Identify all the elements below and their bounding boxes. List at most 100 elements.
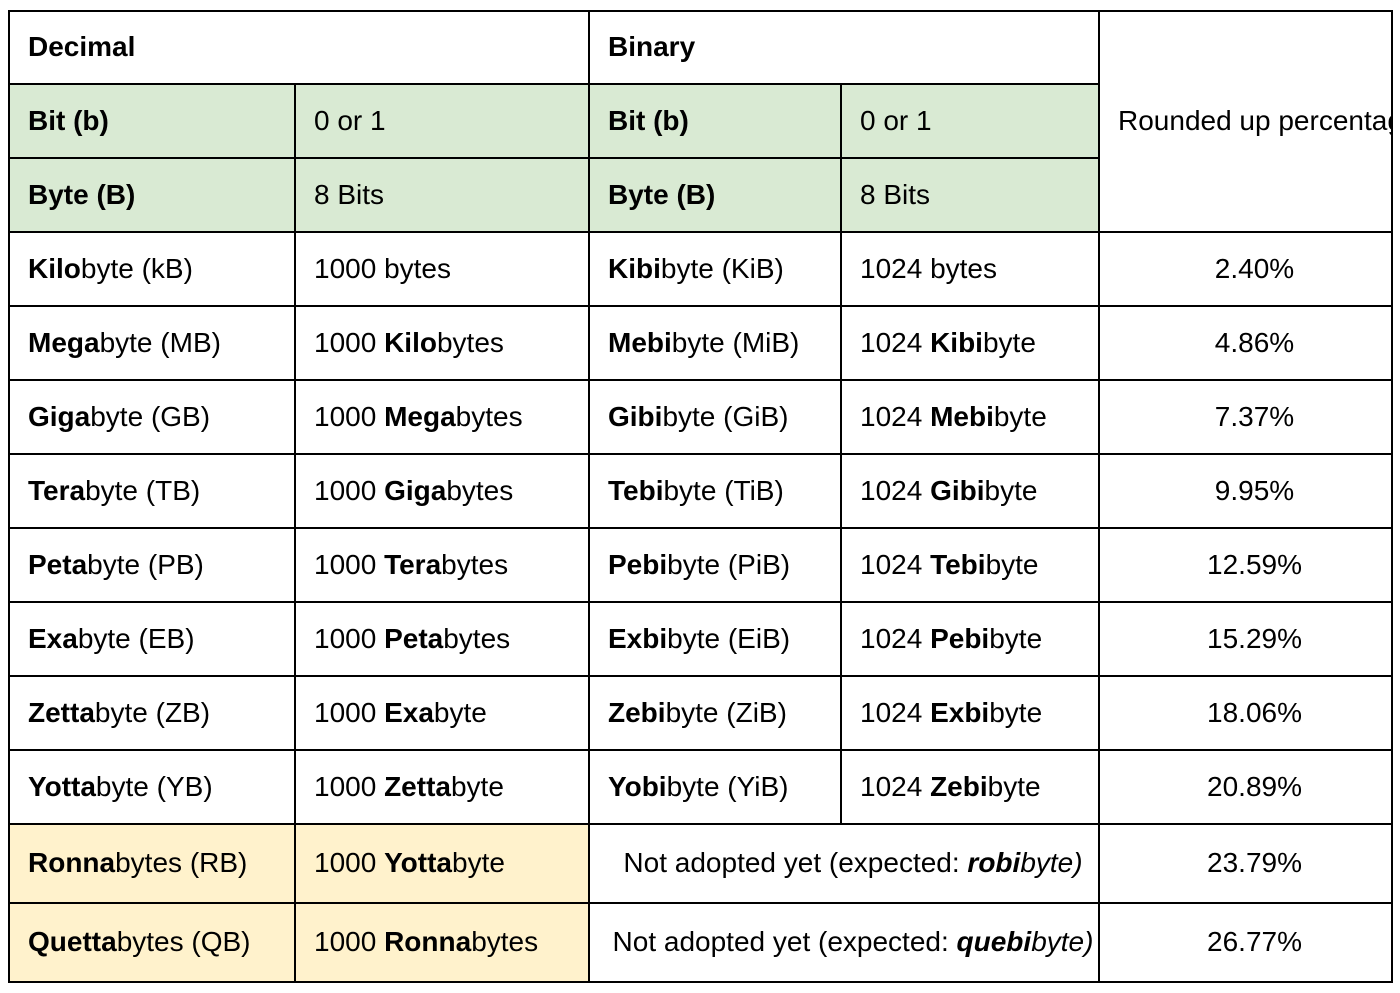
difference-percent: 26.77% bbox=[1098, 902, 1393, 983]
decimal-unit: Bit (b) bbox=[8, 83, 296, 159]
value-number: 1024 bbox=[860, 400, 931, 432]
unit-prefix: Kibi bbox=[608, 252, 661, 284]
unit-suffix: byte bbox=[80, 252, 134, 284]
unit-suffix: byte bbox=[90, 400, 144, 432]
value-number: 1024 bbox=[860, 326, 931, 358]
unit-prefix: Zebi bbox=[608, 696, 666, 728]
difference-percent: 20.89% bbox=[1098, 749, 1393, 825]
unit-abbreviation: (PB) bbox=[140, 548, 204, 580]
table-row: Ronnabytes (RB) 1000 Yottabyte Not adopted… bbox=[8, 823, 1393, 904]
difference-percent: 15.29% bbox=[1098, 601, 1393, 677]
value-suffix: byte bbox=[452, 847, 505, 879]
value-prefix: Kilo bbox=[384, 326, 437, 358]
value-suffix: bytes bbox=[441, 548, 509, 580]
value-prefix: Exa bbox=[384, 696, 434, 728]
value-suffix: bytes bbox=[471, 926, 539, 958]
unit-prefix: Ronna bbox=[28, 847, 116, 879]
value-number: 1024 bbox=[860, 474, 931, 506]
difference-percent: 7.37% bbox=[1098, 379, 1393, 455]
binary-value: 1024 Mebibyte bbox=[840, 379, 1100, 455]
table-row: Zettabyte (ZB) 1000 Exabyte Zebibyte (ZiB)… bbox=[8, 675, 1393, 751]
unit-abbreviation: (MB) bbox=[152, 326, 221, 358]
decimal-unit: Megabyte (MB) bbox=[8, 305, 296, 381]
value-number: 1000 bbox=[314, 326, 385, 358]
binary-unit: Exbibyte (EiB) bbox=[588, 601, 842, 677]
unit-prefix: Kilo bbox=[28, 252, 81, 284]
decimal-unit: Terabyte (TB) bbox=[8, 453, 296, 529]
value-prefix: Mega bbox=[384, 400, 456, 432]
table-row: Exabyte (EB) 1000 Petabytes Exbibyte (EiB)… bbox=[8, 601, 1393, 677]
binary-header: Binary bbox=[588, 10, 1100, 85]
units-table: Decimal Binary Rounded up percentage val… bbox=[8, 10, 1393, 983]
value-prefix: Zebi bbox=[930, 770, 988, 802]
unit-suffix: byte bbox=[85, 474, 139, 506]
unit-suffix: byte bbox=[662, 400, 716, 432]
table-row: Petabyte (PB) 1000 Terabytes Pebibyte (PiB… bbox=[8, 527, 1393, 603]
decimal-unit: Byte (B) bbox=[8, 157, 296, 233]
unit-abbreviation: (ZiB) bbox=[718, 696, 787, 728]
binary-unit: Pebibyte (PiB) bbox=[588, 527, 842, 603]
unit-prefix: Zetta bbox=[28, 696, 95, 728]
value-suffix: bytes bbox=[446, 474, 514, 506]
value-number: 1000 bytes bbox=[314, 252, 451, 284]
difference-header: Rounded up percentage value for the diff… bbox=[1098, 10, 1393, 233]
difference-percent: 4.86% bbox=[1098, 305, 1393, 381]
unit-suffix: byte bbox=[665, 696, 719, 728]
note-expected-suffix: byte) bbox=[1020, 847, 1083, 879]
value-prefix: Yotta bbox=[384, 847, 452, 879]
value-number: 1000 bbox=[314, 847, 385, 879]
unit-suffix: byte bbox=[94, 696, 148, 728]
unit-abbreviation: (GB) bbox=[143, 400, 211, 432]
decimal-value: 1000 bytes bbox=[294, 231, 590, 307]
value-suffix: bytes bbox=[443, 622, 511, 654]
unit-prefix: Yobi bbox=[608, 770, 667, 802]
value-number: 1000 bbox=[314, 548, 385, 580]
binary-unit: Kibibyte (KiB) bbox=[588, 231, 842, 307]
value-suffix: byte bbox=[982, 326, 1036, 358]
decimal-unit: Petabyte (PB) bbox=[8, 527, 296, 603]
unit-prefix: Tebi bbox=[608, 474, 664, 506]
difference-percent: 2.40% bbox=[1098, 231, 1393, 307]
value-prefix: Giga bbox=[384, 474, 447, 506]
binary-unit: Mebibyte (MiB) bbox=[588, 305, 842, 381]
value-prefix: Kibi bbox=[930, 326, 983, 358]
value-suffix: byte bbox=[987, 770, 1041, 802]
binary-value: 1024 Pebibyte bbox=[840, 601, 1100, 677]
value-number: 1000 bbox=[314, 770, 385, 802]
binary-unit: Byte (B) bbox=[588, 157, 842, 233]
unit-suffix: bytes bbox=[116, 926, 184, 958]
decimal-unit: Yottabyte (YB) bbox=[8, 749, 296, 825]
unit-abbreviation: (EB) bbox=[130, 622, 195, 654]
value-suffix: byte bbox=[433, 696, 487, 728]
unit-abbreviation: (kB) bbox=[133, 252, 193, 284]
value-number: 1000 bbox=[314, 622, 385, 654]
decimal-unit: Quettabytes (QB) bbox=[8, 902, 296, 983]
value-number: 1000 bbox=[314, 400, 385, 432]
value-number: 1024 bytes bbox=[860, 252, 997, 284]
unit-prefix: Exa bbox=[28, 622, 78, 654]
value-prefix: Zetta bbox=[384, 770, 451, 802]
value-number: 1000 bbox=[314, 696, 385, 728]
unit-abbreviation: (RB) bbox=[182, 847, 248, 879]
table-row: Yottabyte (YB) 1000 Zettabyte Yobibyte (Yi… bbox=[8, 749, 1393, 825]
note-expected-prefix: quebi bbox=[956, 926, 1032, 958]
binary-value: 8 Bits bbox=[840, 157, 1100, 233]
decimal-value: 1000 Kilobytes bbox=[294, 305, 590, 381]
unit-prefix: Mega bbox=[28, 326, 100, 358]
value-prefix: Peta bbox=[384, 622, 444, 654]
decimal-value: 1000 Terabytes bbox=[294, 527, 590, 603]
decimal-value: 1000 Petabytes bbox=[294, 601, 590, 677]
unit-abbreviation: (ZB) bbox=[147, 696, 211, 728]
decimal-value: 1000 Yottabyte bbox=[294, 823, 590, 904]
decimal-unit: Kilobyte (kB) bbox=[8, 231, 296, 307]
unit-abbreviation: (YiB) bbox=[719, 770, 789, 802]
note-text: Not adopted yet (expected: bbox=[623, 847, 968, 879]
unit-abbreviation: (MiB) bbox=[724, 326, 800, 358]
unit-suffix: byte bbox=[660, 252, 714, 284]
value-prefix: Tebi bbox=[930, 548, 986, 580]
unit-prefix: Yotta bbox=[28, 770, 96, 802]
new-unit-rows: Ronna bytes (RB) 1000 Yottabyte Not adopted… bbox=[8, 823, 1393, 983]
decimal-unit: Zettabyte (ZB) bbox=[8, 675, 296, 751]
table-row: Quettabytes (QB) 1000 Ronnabytes Not adopt… bbox=[8, 902, 1393, 983]
binary-value: 1024 Zebibyte bbox=[840, 749, 1100, 825]
